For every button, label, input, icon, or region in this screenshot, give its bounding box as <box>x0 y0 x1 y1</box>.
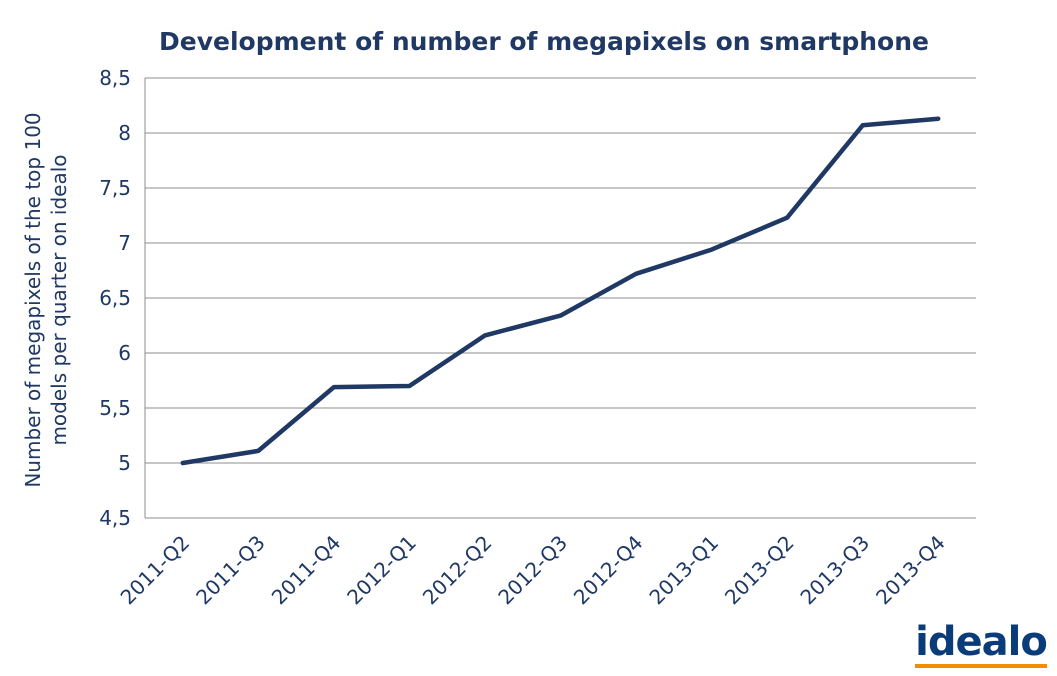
y-tick-label: 7 <box>118 231 131 255</box>
y-tick-label: 8 <box>118 121 131 145</box>
x-tick-label: 2013-Q4 <box>871 531 950 610</box>
y-tick-label: 4,5 <box>99 506 131 530</box>
idealo-logo: idealo <box>915 619 1048 668</box>
y-axis-label-line-1: Number of megapixels of the top 100 <box>21 112 45 487</box>
x-tick-label: 2012-Q3 <box>493 531 572 610</box>
x-tick-label: 2011-Q3 <box>191 531 270 610</box>
series-layer <box>180 116 941 466</box>
x-tick-label: 2012-Q1 <box>342 531 421 610</box>
gridlines <box>144 77 976 519</box>
y-tick-label: 6 <box>118 341 131 365</box>
y-tick-label: 5,5 <box>99 396 131 420</box>
x-tick-label: 2013-Q1 <box>644 531 723 610</box>
chart-title: Development of number of megapixels on s… <box>159 27 929 56</box>
series-line <box>180 116 941 466</box>
logo-underline <box>915 664 1047 668</box>
y-tick-label: 6,5 <box>99 286 131 310</box>
x-tick-label: 2012-Q2 <box>418 531 497 610</box>
y-tick-label: 8,5 <box>99 66 131 90</box>
y-axis-ticks: 4,5 5 5,5 6 6,5 7 7,5 8 8,5 <box>99 66 131 530</box>
x-tick-label: 2013-Q2 <box>720 531 799 610</box>
y-tick-label: 5 <box>118 451 131 475</box>
y-axis-label: Number of megapixels of the top 100 mode… <box>21 112 71 487</box>
x-tick-label: 2013-Q3 <box>795 531 874 610</box>
logo-text: idealo <box>915 619 1048 665</box>
y-tick-label: 7,5 <box>99 176 131 200</box>
y-axis-label-line-2: models per quarter on idealo <box>47 154 71 445</box>
x-axis-ticks: 2011-Q22011-Q32011-Q42012-Q12012-Q22012-… <box>116 531 950 610</box>
x-tick-label: 2012-Q4 <box>569 531 648 610</box>
x-tick-label: 2011-Q2 <box>116 531 195 610</box>
x-tick-label: 2011-Q4 <box>267 531 346 610</box>
